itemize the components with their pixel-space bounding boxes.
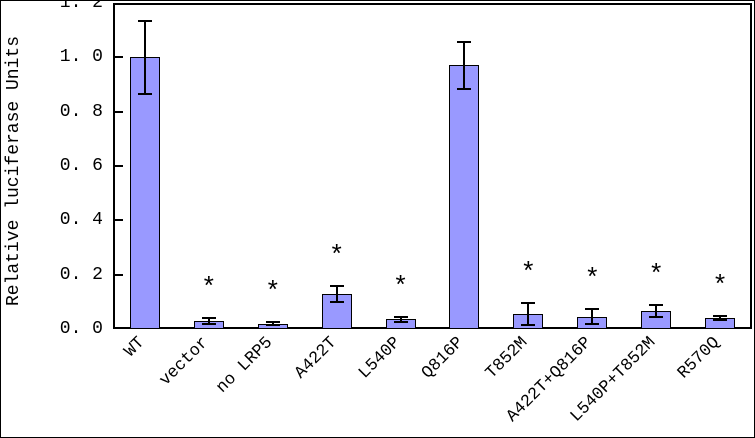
y-tick-label: 0. 2 bbox=[59, 264, 103, 285]
error-bar-line bbox=[655, 305, 658, 318]
error-bar-cap bbox=[649, 316, 664, 319]
y-tick-mark bbox=[115, 273, 123, 276]
y-tick-label: 0. 8 bbox=[59, 101, 103, 122]
bar bbox=[129, 57, 160, 329]
error-bar-cap bbox=[521, 323, 536, 326]
error-bar-cap bbox=[649, 304, 664, 307]
y-tick-label: 0. 6 bbox=[59, 156, 103, 176]
y-tick-mark bbox=[115, 110, 123, 113]
error-bar-cap bbox=[329, 284, 344, 287]
y-tick-label: 1. 2 bbox=[59, 0, 103, 13]
error-bar-line bbox=[207, 317, 210, 325]
error-bar-line bbox=[271, 322, 274, 325]
error-bar-cap bbox=[585, 308, 600, 311]
y-tick-label: 1. 0 bbox=[59, 47, 103, 68]
y-tick-label: 0. 0 bbox=[59, 319, 103, 339]
significance-star: * bbox=[395, 268, 406, 299]
plot-area bbox=[113, 3, 752, 329]
significance-star: * bbox=[203, 269, 214, 300]
error-bar-cap bbox=[457, 41, 472, 44]
error-bar-cap bbox=[713, 314, 728, 317]
error-bar-cap bbox=[457, 87, 472, 90]
error-bar-cap bbox=[137, 19, 152, 22]
error-bar-cap bbox=[713, 319, 728, 322]
error-bar-line bbox=[719, 315, 722, 321]
error-bar-line bbox=[463, 42, 466, 89]
error-bar-cap bbox=[585, 323, 600, 326]
error-bar-cap bbox=[521, 302, 536, 305]
error-bar-cap bbox=[329, 300, 344, 303]
bar bbox=[449, 65, 480, 329]
error-bar-line bbox=[591, 309, 594, 325]
y-tick-mark bbox=[115, 165, 123, 167]
error-bar-cap bbox=[201, 323, 216, 326]
error-bar-line bbox=[143, 20, 146, 94]
error-bar-cap bbox=[393, 321, 408, 324]
error-bar-line bbox=[399, 316, 402, 323]
significance-star: * bbox=[267, 274, 278, 305]
y-tick-mark bbox=[115, 56, 123, 59]
error-bar-cap bbox=[201, 316, 216, 319]
y-tick-mark bbox=[115, 219, 123, 222]
error-bar-line bbox=[335, 285, 338, 302]
error-bar-cap bbox=[393, 315, 408, 318]
significance-star: * bbox=[651, 257, 662, 288]
error-bar-cap bbox=[265, 321, 280, 324]
error-bar-line bbox=[527, 303, 530, 325]
y-tick-label: 0. 4 bbox=[59, 210, 103, 231]
error-bar-cap bbox=[137, 93, 152, 95]
significance-star: * bbox=[331, 237, 342, 268]
error-bar-cap bbox=[265, 323, 280, 326]
significance-star: * bbox=[714, 267, 726, 298]
significance-star: * bbox=[523, 255, 534, 286]
significance-star: * bbox=[587, 261, 598, 292]
